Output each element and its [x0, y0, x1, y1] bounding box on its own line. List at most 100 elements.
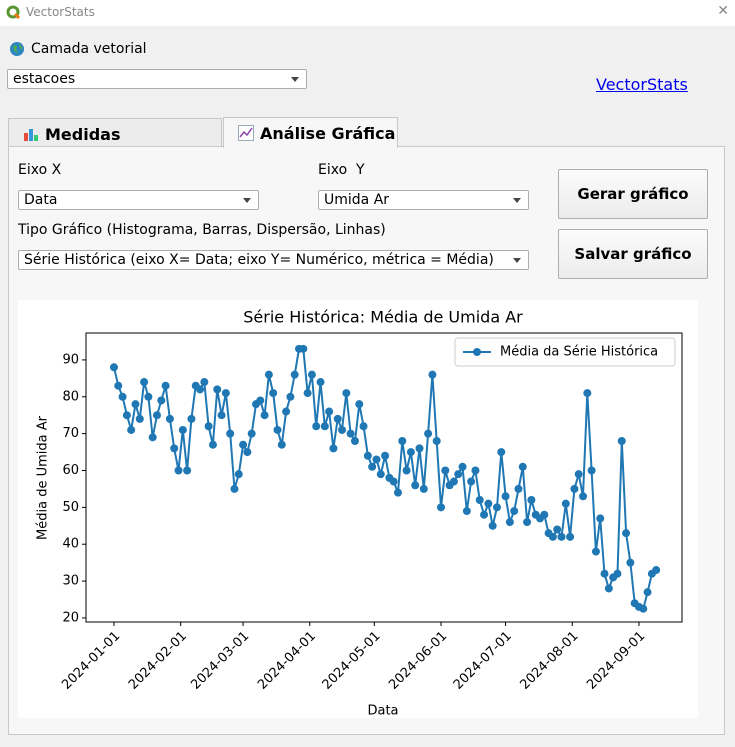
- close-button[interactable]: ✕: [717, 3, 729, 19]
- type-combo[interactable]: Série Histórica (eixo X= Data; eixo Y= N…: [18, 250, 529, 270]
- data-point: [600, 569, 609, 578]
- data-point: [269, 389, 278, 398]
- data-point: [153, 411, 162, 420]
- data-point: [170, 444, 179, 453]
- data-point: [333, 414, 342, 423]
- data-point: [613, 569, 622, 578]
- chart-background: [18, 300, 698, 718]
- tab-icon: [238, 125, 254, 141]
- data-point: [523, 518, 532, 527]
- data-point: [187, 414, 196, 423]
- legend-marker: [473, 348, 481, 356]
- data-point: [282, 407, 291, 416]
- data-point: [264, 370, 273, 379]
- data-point: [161, 381, 170, 390]
- data-point: [135, 414, 144, 423]
- data-point: [411, 481, 420, 490]
- data-point: [239, 440, 248, 449]
- data-point: [157, 396, 166, 405]
- data-point: [424, 429, 433, 438]
- data-point: [604, 584, 613, 593]
- data-point: [226, 429, 235, 438]
- data-point: [617, 437, 626, 446]
- data-point: [320, 422, 329, 431]
- tab[interactable]: Medidas Estatísticas: [8, 118, 222, 163]
- layer-combo[interactable]: estacoes: [7, 69, 307, 89]
- tab-active[interactable]: Análise Gráfica: [223, 117, 398, 148]
- data-point: [303, 389, 312, 398]
- data-point: [402, 466, 411, 475]
- data-point: [131, 400, 140, 409]
- save-button[interactable]: Salvar gráfico: [558, 229, 708, 279]
- data-point: [316, 378, 325, 387]
- data-point: [213, 385, 222, 394]
- data-point: [527, 495, 536, 504]
- data-point: [428, 370, 437, 379]
- data-point: [204, 422, 213, 431]
- data-point: [243, 448, 252, 457]
- data-point: [492, 503, 501, 512]
- y-tick-label: 70: [62, 426, 79, 441]
- data-point: [165, 414, 174, 423]
- generate-button[interactable]: Gerar gráfico: [558, 169, 708, 219]
- y-tick-label: 30: [62, 574, 79, 589]
- data-point: [501, 492, 510, 501]
- data-point: [346, 429, 355, 438]
- data-point: [462, 507, 471, 516]
- y-tick-label: 50: [62, 500, 79, 515]
- link[interactable]: VectorStats: [596, 75, 688, 94]
- x-axis-label: Eixo X: [18, 162, 62, 178]
- data-point: [393, 488, 402, 497]
- data-point: [127, 425, 136, 434]
- data-point: [419, 484, 428, 493]
- type-label: Tipo Gráfico (Histograma, Barras, Disper…: [18, 222, 386, 238]
- data-point: [406, 448, 415, 457]
- data-point: [355, 400, 364, 409]
- data-point: [561, 499, 570, 508]
- data-point: [557, 532, 566, 541]
- data-point: [144, 392, 153, 401]
- data-point: [583, 389, 592, 398]
- title-bar: VectorStats ✕: [0, 0, 735, 26]
- data-point: [389, 477, 398, 486]
- y-tick-label: 60: [62, 463, 79, 478]
- legend-label: Média da Série Histórica: [500, 345, 658, 360]
- plot-frame: [85, 332, 683, 623]
- data-point: [368, 462, 377, 471]
- data-point: [277, 440, 286, 449]
- data-point: [363, 451, 372, 460]
- data-point: [518, 462, 527, 471]
- y-tick-label: 20: [62, 610, 79, 625]
- data-point: [437, 503, 446, 512]
- data-point: [312, 422, 321, 431]
- data-point: [359, 422, 368, 431]
- data-point: [148, 433, 157, 442]
- data-point: [256, 396, 265, 405]
- data-point: [643, 588, 652, 597]
- data-point: [118, 392, 127, 401]
- data-point: [290, 370, 299, 379]
- data-point: [350, 437, 359, 446]
- data-point: [570, 484, 579, 493]
- data-point: [548, 532, 557, 541]
- chart: Série Histórica: Média de Umida Ar Data …: [18, 300, 698, 718]
- y-tick-label: 90: [62, 352, 79, 367]
- data-point: [454, 470, 463, 479]
- y-tick-label: 80: [62, 389, 79, 404]
- x-axis-combo[interactable]: Data: [18, 190, 259, 210]
- data-point: [566, 532, 575, 541]
- data-point: [488, 521, 497, 530]
- app-icon: [6, 5, 20, 19]
- data-point: [200, 378, 209, 387]
- data-point: [122, 411, 131, 420]
- tab-icon: [24, 129, 38, 141]
- y-axis-combo[interactable]: Umida Ar: [318, 190, 529, 210]
- data-point: [178, 425, 187, 434]
- layer-icon: [10, 42, 24, 56]
- data-point: [540, 510, 549, 519]
- data-point: [286, 392, 295, 401]
- data-point: [475, 495, 484, 504]
- data-point: [497, 448, 506, 457]
- data-point: [299, 344, 308, 353]
- data-point: [338, 425, 347, 434]
